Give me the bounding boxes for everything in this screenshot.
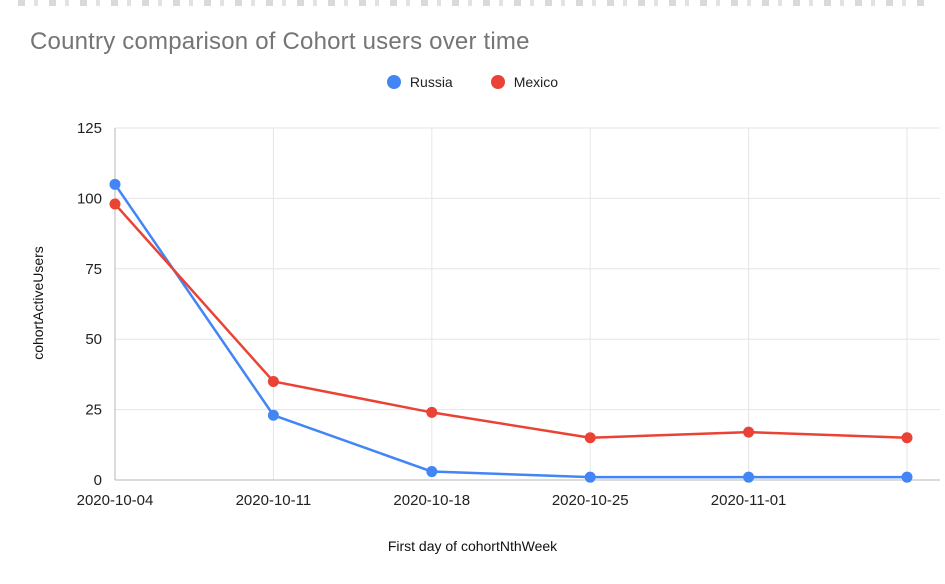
svg-text:2020-11-01: 2020-11-01 (711, 492, 787, 509)
russia-series-color-dot (386, 75, 401, 89)
svg-text:25: 25 (85, 402, 102, 419)
legend-item-russia[interactable]: Russia (386, 74, 453, 90)
mexico-series-color-dot (490, 75, 505, 89)
cropped-text-row (18, 0, 927, 6)
svg-text:100: 100 (77, 190, 102, 207)
x-axis-title: First day of cohortNthWeek (387, 538, 558, 554)
svg-text:2020-10-04: 2020-10-04 (77, 492, 154, 509)
svg-text:2020-10-18: 2020-10-18 (393, 492, 470, 509)
svg-text:2020-10-11: 2020-10-11 (236, 492, 312, 509)
legend-item-mexico[interactable]: Mexico (490, 74, 559, 90)
svg-text:50: 50 (85, 331, 102, 348)
chart-title: Country comparison of Cohort users over … (30, 28, 530, 55)
chart-legend: Russia Mexico (0, 74, 945, 90)
legend-label-russia: Russia (409, 74, 453, 90)
y-axis-title: cohortActiveUsers (30, 246, 46, 360)
line-chart[interactable]: 0 25 50 75 100 125 2020-10-04 2020-10-11 2020-10… (0, 100, 945, 520)
svg-text:75: 75 (85, 261, 102, 278)
legend-label-mexico: Mexico (513, 74, 559, 90)
svg-text:0: 0 (94, 472, 102, 489)
svg-text:125: 125 (77, 120, 102, 137)
svg-text:2020-10-25: 2020-10-25 (552, 492, 629, 509)
